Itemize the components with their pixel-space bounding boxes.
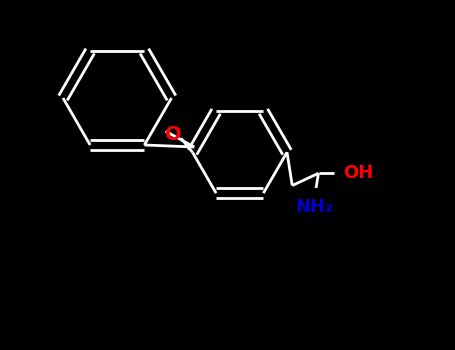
Text: OH: OH: [343, 164, 373, 182]
Text: O: O: [165, 125, 182, 144]
Text: NH₂: NH₂: [295, 198, 333, 216]
